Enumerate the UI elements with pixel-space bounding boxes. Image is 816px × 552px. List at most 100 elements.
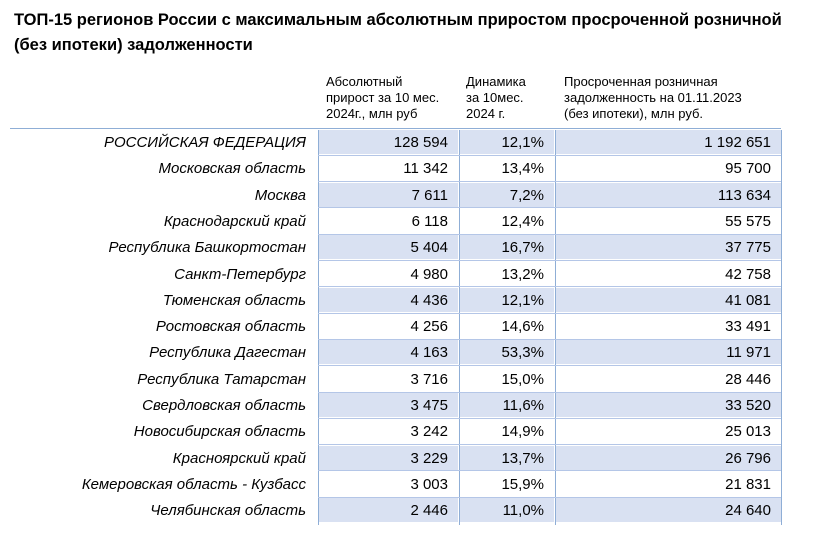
region-cell: Тюменская область <box>162 291 306 309</box>
dynamics-cell: 12,4% <box>501 212 544 230</box>
absolute-growth-cell: 4 163 <box>318 340 458 365</box>
overdue-debt-cell: 21 831 <box>725 475 771 493</box>
dynamics-cell: 11,0% <box>460 498 554 523</box>
region-cell: Краснодарский край <box>163 212 306 230</box>
overdue-debt-cell: 25 013 <box>725 423 771 441</box>
overdue-debt-cell: 113 634 <box>556 182 781 207</box>
grid-line-horizontal <box>318 470 781 472</box>
grid-line-horizontal <box>318 181 781 183</box>
table-row: Санкт-Петербург 4 980 13,2% 42 758 <box>0 262 816 287</box>
column-header-line: 2024 г. <box>466 106 506 121</box>
grid-line-horizontal <box>318 444 781 446</box>
table-row: Московская область 11 342 13,4% 95 700 <box>0 156 816 181</box>
table-row: Новосибирская область 3 242 14,9% 25 013 <box>0 419 816 444</box>
absolute-growth-cell: 3 475 <box>318 393 458 417</box>
grid-line-horizontal <box>318 233 781 235</box>
region-cell: Санкт-Петербург <box>174 265 306 283</box>
dynamics-cell: 13,4% <box>501 160 544 178</box>
dynamics-cell: 15,0% <box>501 370 544 388</box>
table-row: Республика Башкортостан 5 404 16,7% 37 775 <box>0 235 816 260</box>
column-header-line: задолженность на 01.11.2023 <box>564 90 742 105</box>
grid-line-horizontal <box>318 260 781 261</box>
column-header-line: за 10мес. <box>466 90 524 105</box>
table-title: ТОП-15 регионов России с максимальным аб… <box>14 8 806 58</box>
absolute-growth-cell: 5 404 <box>318 235 458 260</box>
overdue-debt-cell: 33 491 <box>725 318 771 336</box>
table-row: Ростовская область 4 256 14,6% 33 491 <box>0 314 816 339</box>
region-cell: Ростовская область <box>155 318 306 336</box>
overdue-debt-cell: 95 700 <box>725 160 771 178</box>
column-header-dynamics: Динамика за 10мес. 2024 г. <box>466 74 526 122</box>
overdue-debt-cell: 42 758 <box>725 265 771 283</box>
grid-line-horizontal <box>318 338 781 340</box>
grid-line-horizontal <box>318 417 781 419</box>
region-cell: РОССИЙСКАЯ ФЕДЕРАЦИЯ <box>103 134 306 151</box>
region-cell: Республика Татарстан <box>137 370 306 388</box>
header-divider <box>10 128 781 129</box>
overdue-debt-cell: 1 192 651 <box>556 130 781 154</box>
grid-line-horizontal <box>318 496 781 498</box>
overdue-debt-cell: 41 081 <box>556 287 781 312</box>
dynamics-cell: 16,7% <box>460 235 554 260</box>
grid-line-horizontal <box>318 312 781 314</box>
column-header-line: прирост за 10 мес. <box>326 90 440 105</box>
absolute-growth-cell: 2 446 <box>318 498 458 523</box>
table-row: Челябинская область 2 446 11,0% 24 640 <box>0 498 816 523</box>
column-header-overdue-debt: Просроченная розничная задолженность на … <box>564 74 742 122</box>
region-cell: Новосибирская область <box>133 423 306 441</box>
absolute-growth-cell: 4 436 <box>318 287 458 312</box>
grid-line-horizontal <box>318 286 781 288</box>
absolute-growth-cell: 3 003 <box>410 475 448 493</box>
dynamics-cell: 15,9% <box>501 475 544 493</box>
column-header-line: Просроченная розничная <box>564 74 718 89</box>
table-row: Республика Татарстан 3 716 15,0% 28 446 <box>0 367 816 392</box>
column-header-absolute-growth: Абсолютный прирост за 10 мес. 2024г., мл… <box>326 74 439 122</box>
dynamics-cell: 13,2% <box>501 265 544 283</box>
dynamics-cell: 7,2% <box>460 182 554 207</box>
region-cell: Свердловская область <box>142 397 306 414</box>
dynamics-cell: 13,7% <box>460 445 554 470</box>
region-cell: Москва <box>254 186 306 204</box>
table-row: Красноярский край 3 229 13,7% 26 796 <box>0 445 816 471</box>
overdue-debt-cell: 26 796 <box>556 445 781 470</box>
table-title-line-1: ТОП-15 регионов России с максимальным аб… <box>14 11 782 29</box>
absolute-growth-cell: 6 118 <box>411 212 448 230</box>
dynamics-cell: 14,6% <box>501 318 544 336</box>
overdue-debt-cell: 37 775 <box>556 235 781 260</box>
dynamics-cell: 12,1% <box>460 287 554 312</box>
table-row: Краснодарский край 6 118 12,4% 55 575 <box>0 209 816 234</box>
overdue-debt-cell: 33 520 <box>556 393 781 417</box>
table-row: Свердловская область 3 475 11,6% 33 520 <box>0 393 816 418</box>
absolute-growth-cell: 3 229 <box>318 445 458 470</box>
region-cell: Московская область <box>158 160 306 178</box>
region-cell: Кемеровская область - Кузбасс <box>81 475 306 493</box>
grid-line-vertical <box>781 130 782 525</box>
grid-line-horizontal <box>318 154 781 156</box>
absolute-growth-cell: 4 980 <box>410 265 448 283</box>
grid-line-horizontal <box>318 365 781 367</box>
absolute-growth-cell: 11 342 <box>403 160 448 178</box>
column-header-line: 2024г., млн руб <box>326 106 418 121</box>
overdue-debt-cell: 24 640 <box>556 498 781 523</box>
table-row: РОССИЙСКАЯ ФЕДЕРАЦИЯ 128 594 12,1% 1 192 65… <box>0 130 816 155</box>
column-header-line: Динамика <box>466 74 526 89</box>
table-row: Республика Дагестан 4 163 53,3% 11 971 <box>0 340 816 365</box>
region-cell: Республика Дагестан <box>149 344 306 362</box>
table-row: Москва 7 611 7,2% 113 634 <box>0 182 816 208</box>
region-cell: Челябинская область <box>150 502 306 520</box>
absolute-growth-cell: 4 256 <box>410 318 448 336</box>
overdue-debt-cell: 28 446 <box>725 370 771 388</box>
grid-line-vertical <box>459 130 460 525</box>
absolute-growth-cell: 7 611 <box>318 182 458 207</box>
dynamics-cell: 14,9% <box>501 423 544 441</box>
overdue-debt-cell: 11 971 <box>556 340 781 365</box>
table-title-line-2: (без ипотеки) задолженности <box>14 36 253 54</box>
dynamics-cell: 11,6% <box>460 393 554 417</box>
grid-line-vertical <box>555 130 556 525</box>
region-cell: Республика Башкортостан <box>108 239 306 257</box>
absolute-growth-cell: 3 716 <box>410 370 448 388</box>
grid-line-vertical <box>318 130 319 525</box>
absolute-growth-cell: 3 242 <box>410 423 448 441</box>
table-row: Тюменская область 4 436 12,1% 41 081 <box>0 287 816 313</box>
column-header-line: Абсолютный <box>326 74 403 89</box>
